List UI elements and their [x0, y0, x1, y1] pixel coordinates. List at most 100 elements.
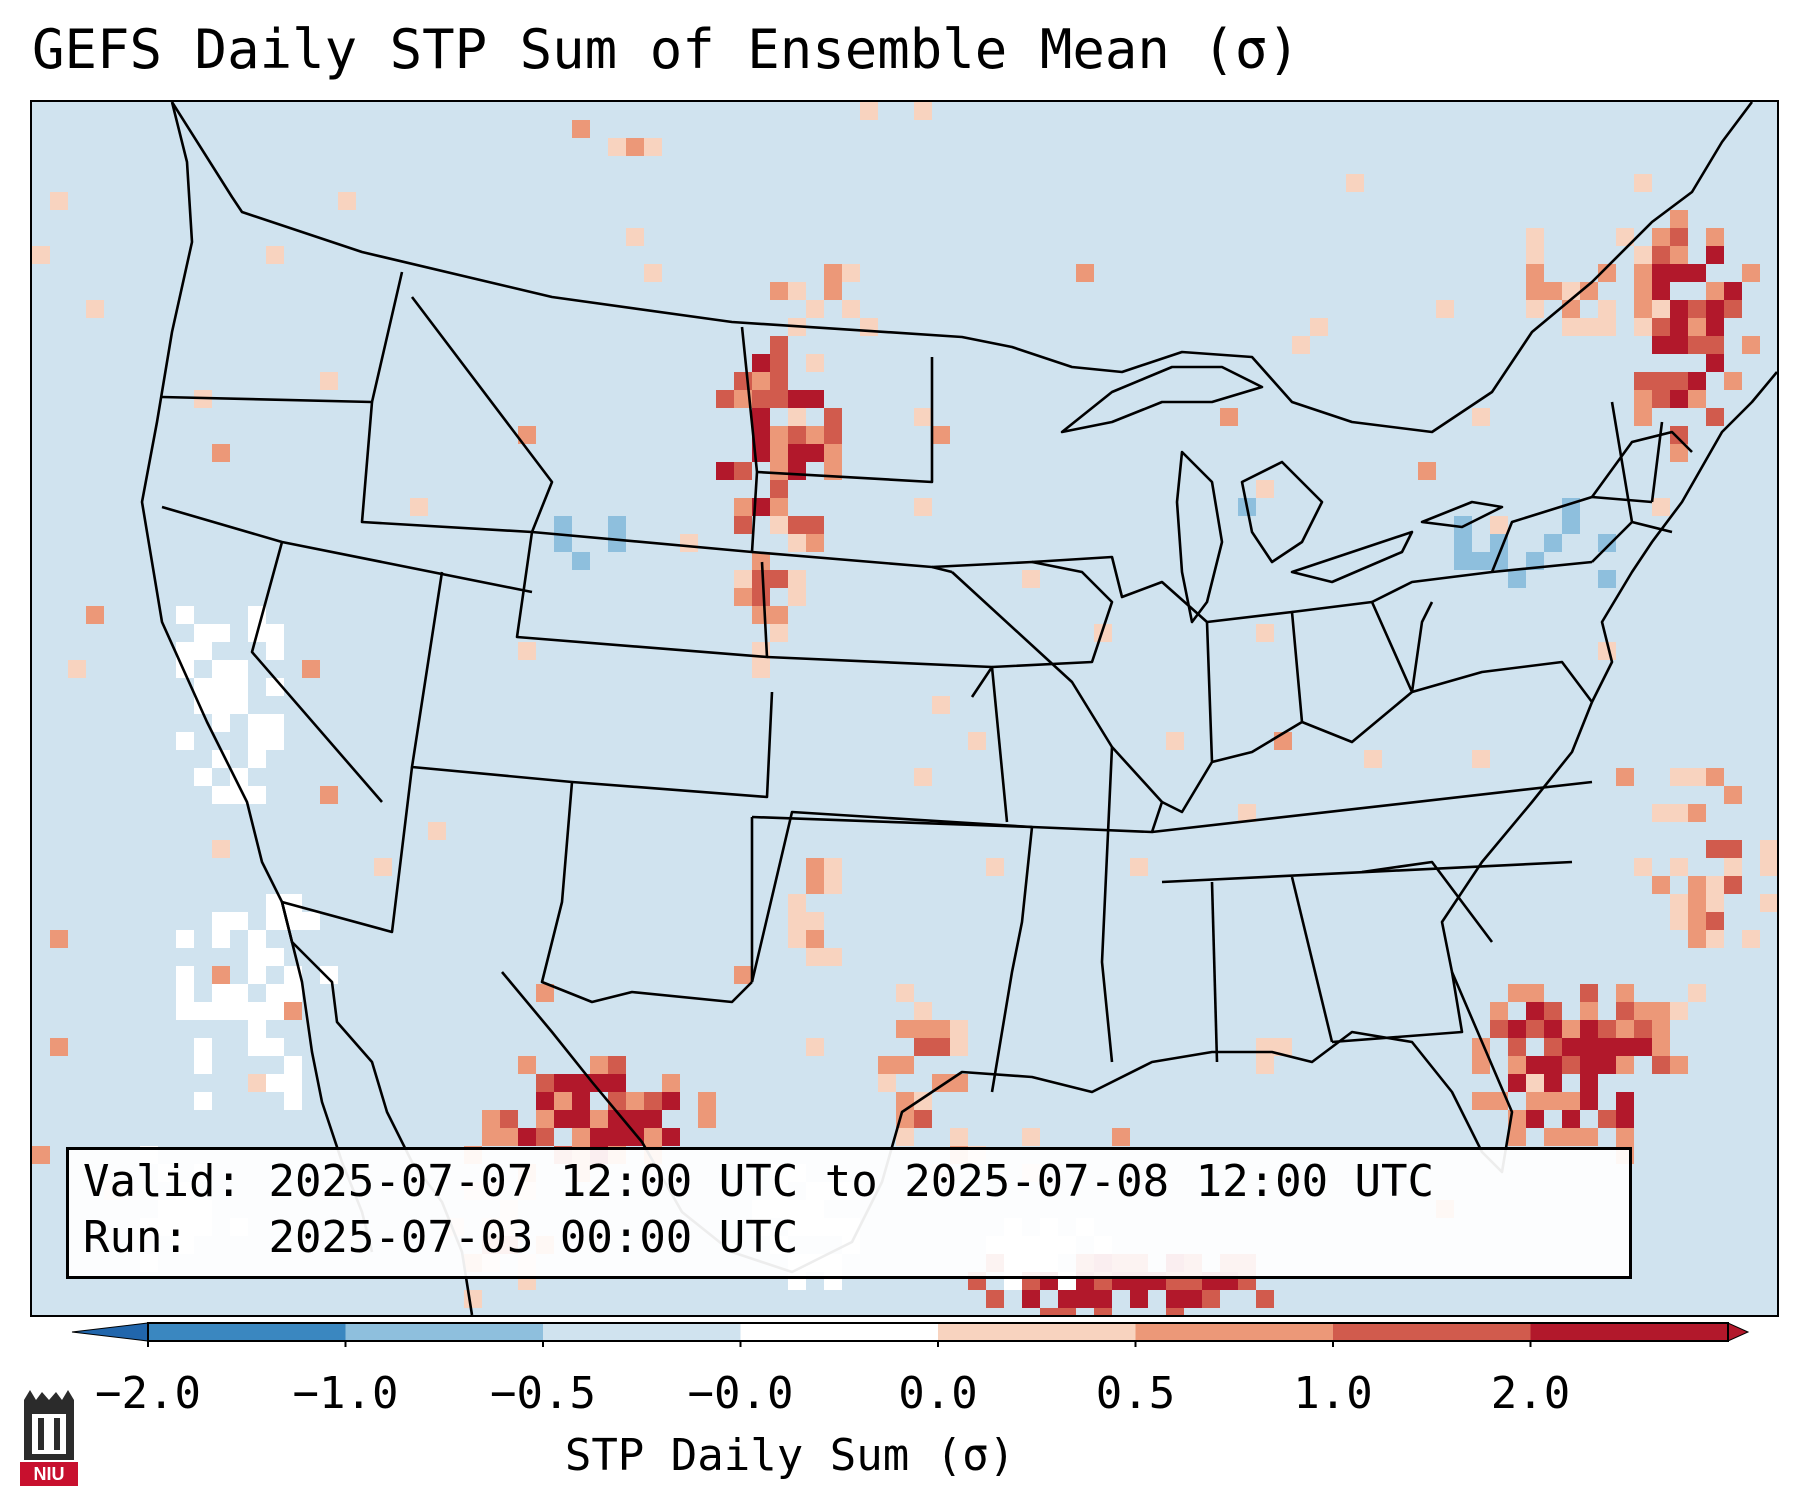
stp-cell — [1544, 1020, 1562, 1038]
stp-cell — [1670, 894, 1688, 912]
stp-cell — [176, 732, 194, 750]
stp-cell — [1310, 318, 1328, 336]
stp-cell — [1598, 1038, 1616, 1056]
stp-cell — [482, 1128, 500, 1146]
stp-cell — [788, 912, 806, 930]
stp-cell — [1670, 912, 1688, 930]
stp-cell — [1670, 264, 1688, 282]
stp-cell — [752, 552, 770, 570]
stp-cell — [1256, 624, 1274, 642]
stp-cell — [626, 1128, 644, 1146]
stp-cell — [878, 1074, 896, 1092]
stp-cell — [1472, 552, 1490, 570]
stp-cell — [554, 1110, 572, 1128]
stp-cell — [464, 1290, 482, 1308]
stp-cell — [914, 768, 932, 786]
stp-cell — [662, 1128, 680, 1146]
stp-cell — [1688, 390, 1706, 408]
stp-cell — [644, 1110, 662, 1128]
stp-cell — [284, 1074, 302, 1092]
stp-cell — [806, 300, 824, 318]
stp-cell — [824, 282, 842, 300]
stp-cell — [824, 408, 842, 426]
svg-text:NIU: NIU — [34, 1464, 65, 1484]
stp-cell — [914, 1020, 932, 1038]
stp-cell — [1274, 1038, 1292, 1056]
stp-cell — [1706, 894, 1724, 912]
stp-cell — [932, 1038, 950, 1056]
stp-cell — [1652, 804, 1670, 822]
stp-cell — [1526, 1110, 1544, 1128]
stp-cell — [1166, 1308, 1184, 1315]
stp-cell — [1652, 876, 1670, 894]
stp-cell — [1652, 246, 1670, 264]
stp-cell — [266, 714, 284, 732]
stp-cell — [176, 642, 194, 660]
stp-cell — [770, 516, 788, 534]
stp-cell — [878, 1056, 896, 1074]
stp-cell — [1454, 516, 1472, 534]
stp-cell — [1670, 300, 1688, 318]
stp-cell — [860, 318, 878, 336]
stp-cell — [500, 1110, 518, 1128]
stp-cell — [32, 246, 50, 264]
stp-cell — [1652, 282, 1670, 300]
stp-cell — [266, 624, 284, 642]
stp-cell — [518, 1128, 536, 1146]
stp-cell — [1688, 318, 1706, 336]
stp-cell — [1256, 1290, 1274, 1308]
stp-cell — [518, 426, 536, 444]
stp-cell — [1580, 1056, 1598, 1074]
stp-cell — [266, 984, 284, 1002]
stp-cell — [1508, 1056, 1526, 1074]
stp-cell — [1112, 1128, 1130, 1146]
stp-cell — [1760, 840, 1777, 858]
stp-cell — [194, 642, 212, 660]
stp-cell — [1544, 534, 1562, 552]
stp-cell — [50, 930, 68, 948]
stp-cell — [1256, 480, 1274, 498]
stp-cell — [770, 426, 788, 444]
colorbar — [71, 1322, 1750, 1347]
stp-cell — [1526, 246, 1544, 264]
colorbar-tick-label: 0.0 — [898, 1368, 978, 1419]
stp-cell — [1670, 768, 1688, 786]
stp-cell — [284, 1056, 302, 1074]
stp-cell — [176, 930, 194, 948]
stp-cell — [608, 138, 626, 156]
stp-cell — [1562, 516, 1580, 534]
stp-cell — [1490, 1092, 1508, 1110]
colorbar-segment — [1135, 1323, 1333, 1341]
stp-cell — [770, 354, 788, 372]
stp-cell — [572, 1092, 590, 1110]
stp-cell — [608, 516, 626, 534]
colorbar-extend-min — [71, 1322, 149, 1342]
stp-cell — [1706, 930, 1724, 948]
stp-cell — [536, 984, 554, 1002]
stp-cell — [554, 1092, 572, 1110]
stp-cell — [644, 138, 662, 156]
colorbar-label: STP Daily Sum (σ) — [564, 1430, 1016, 1481]
stp-cell — [824, 264, 842, 282]
stp-cell — [752, 570, 770, 588]
stp-cell — [1688, 372, 1706, 390]
stp-cell — [554, 534, 572, 552]
stp-cell — [806, 876, 824, 894]
map-panel[interactable] — [30, 100, 1779, 1317]
stp-cell — [1472, 408, 1490, 426]
stp-cell — [1634, 372, 1652, 390]
stp-cell — [1706, 912, 1724, 930]
stp-cell — [1760, 894, 1777, 912]
stp-cell — [536, 1110, 554, 1128]
colorbar-segment — [740, 1323, 938, 1341]
stp-cell — [1130, 1290, 1148, 1308]
stp-cell — [194, 1002, 212, 1020]
stp-cell — [1652, 1038, 1670, 1056]
stp-cell — [536, 1092, 554, 1110]
stp-cell — [1652, 390, 1670, 408]
stp-cell — [1472, 1092, 1490, 1110]
stp-cell — [536, 1074, 554, 1092]
stp-cell — [1220, 408, 1238, 426]
stp-cell — [1634, 318, 1652, 336]
stp-cell — [752, 606, 770, 624]
